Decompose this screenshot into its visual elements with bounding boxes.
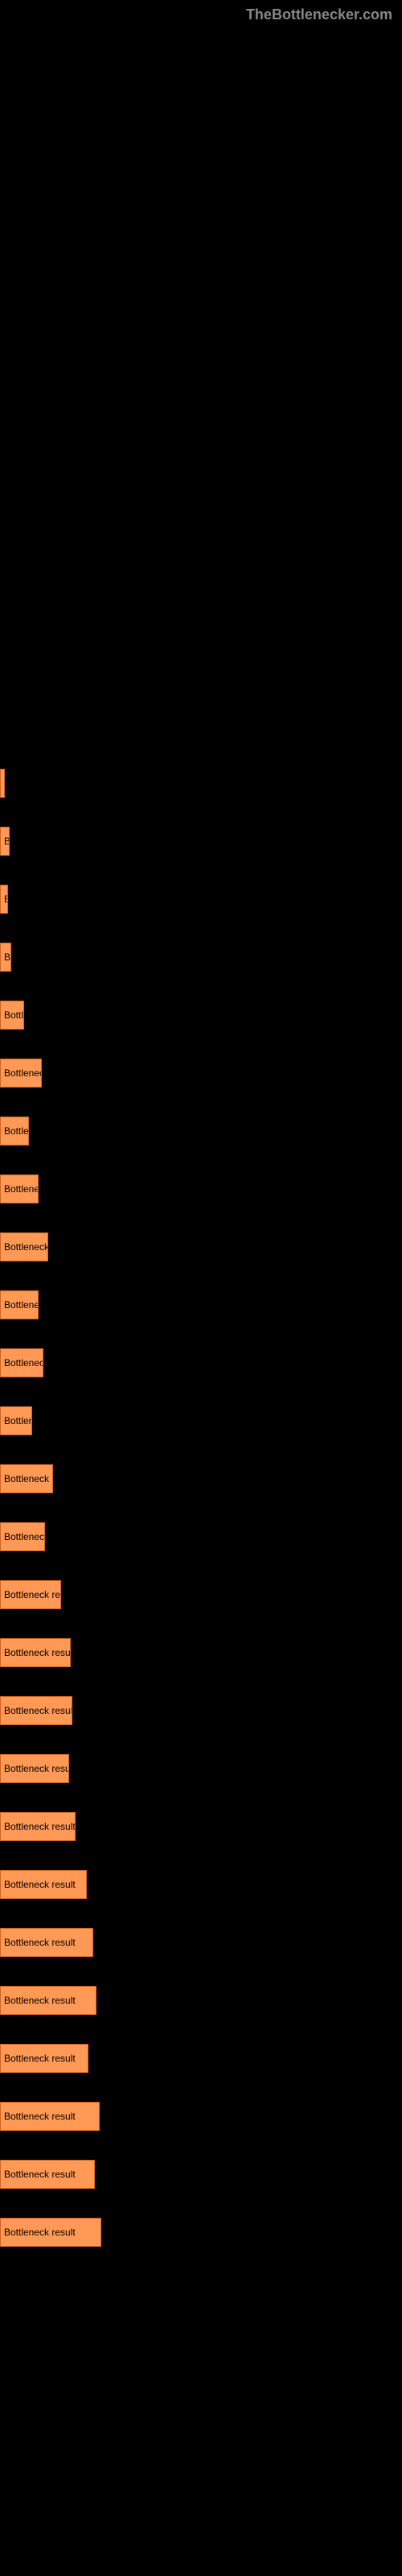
bar: Bottleneck result xyxy=(0,1638,71,1667)
bar-row: Bottleneck result xyxy=(0,1682,402,1740)
bar-label: Bottleneck result xyxy=(4,1473,53,1484)
bar-row: B xyxy=(0,812,402,870)
bar-label: Bottleneck result xyxy=(4,1241,48,1253)
bar-label: Bottleneck result xyxy=(4,1647,71,1658)
bar-label: Bo xyxy=(4,952,11,963)
bar-row: Bottleneck result xyxy=(0,1798,402,1856)
bar-row: Bottleneck result xyxy=(0,1971,402,2029)
header: TheBottlenecker.com xyxy=(0,0,402,30)
bar: B xyxy=(0,827,10,856)
bar-label: Bottleneck re xyxy=(4,1183,39,1195)
bar-row: Bottleneck re xyxy=(0,1160,402,1218)
bar: Bottleneck result xyxy=(0,1928,93,1957)
bar: Bottleneck xyxy=(0,1406,32,1435)
bar-row: Bottleneck result xyxy=(0,1218,402,1276)
bar-row: Bottleneck result xyxy=(0,2203,402,2261)
site-name: TheBottlenecker.com xyxy=(246,6,392,23)
bar-label: Bottleneck res xyxy=(4,1531,45,1542)
bar: Bottleneck result xyxy=(0,2160,95,2189)
chart-area: B B Bo Bottlen Bottleneck r Bottlene Bottlenec… xyxy=(0,30,402,2293)
bar-label: Bottleneck result xyxy=(4,1821,76,1832)
bar: Bottleneck res xyxy=(0,1348,43,1377)
bar: Bottleneck result xyxy=(0,1812,76,1841)
bar-row: Bottleneck xyxy=(0,1392,402,1450)
bar: Bottleneck r xyxy=(0,1059,42,1088)
bar-row: Bottleneck result xyxy=(0,1740,402,1798)
bar-label: B xyxy=(4,894,8,905)
bar-row: Bottleneck re xyxy=(0,1276,402,1334)
bar: Bottlene xyxy=(0,1117,29,1146)
bar: Bottleneck res xyxy=(0,1522,45,1551)
bar-row: Bottleneck result xyxy=(0,1913,402,1971)
bar: Bottleneck result xyxy=(0,2044,88,2073)
bar-label: Bottleneck result xyxy=(4,1763,69,1774)
bar xyxy=(0,769,5,798)
bar-label: Bottleneck xyxy=(4,1415,32,1426)
bar-label: Bottleneck result xyxy=(4,1705,72,1716)
bar-label: Bottleneck result xyxy=(4,1879,76,1890)
bar: Bottleneck result xyxy=(0,1696,72,1725)
bar: Bottleneck re xyxy=(0,1290,39,1319)
bar: Bottleneck result xyxy=(0,1986,96,2015)
bar: Bottleneck result xyxy=(0,1870,87,1899)
bar-label: Bottlen xyxy=(4,1009,24,1021)
bar-label: Bottleneck result xyxy=(4,1995,76,2006)
bar-row: Bottleneck result xyxy=(0,2029,402,2087)
bar-row: Bottlen xyxy=(0,986,402,1044)
bar-label: Bottleneck result xyxy=(4,2227,76,2238)
bar-row: Bottleneck res xyxy=(0,1508,402,1566)
bar-row: Bottleneck result xyxy=(0,1624,402,1682)
bar-label: Bottlene xyxy=(4,1125,29,1137)
bar-label: Bottleneck result xyxy=(4,1937,76,1948)
bar-label: Bottleneck re xyxy=(4,1299,39,1311)
bar-row xyxy=(0,754,402,812)
bar-row: Bottleneck result xyxy=(0,1856,402,1913)
bar: Bottleneck result xyxy=(0,1464,53,1493)
bar: Bottleneck result xyxy=(0,1754,69,1783)
bar-label: Bottleneck res xyxy=(4,1357,43,1368)
bar-label: Bottleneck result xyxy=(4,2111,76,2122)
bar-label: Bottleneck result xyxy=(4,1589,61,1600)
bar-row: Bottlene xyxy=(0,1102,402,1160)
bar-label: Bottleneck result xyxy=(4,2169,76,2180)
bar: Bottlen xyxy=(0,1001,24,1030)
bar-row: Bottleneck result xyxy=(0,2145,402,2203)
bar: Bottleneck result xyxy=(0,2102,100,2131)
bar-row: Bottleneck result xyxy=(0,1450,402,1508)
bar: Bottleneck result xyxy=(0,1580,61,1609)
bar: Bottleneck re xyxy=(0,1174,39,1203)
bar-label: Bottleneck r xyxy=(4,1067,42,1079)
bar: Bo xyxy=(0,943,11,972)
bar: Bottleneck result xyxy=(0,1232,48,1261)
bar-row: Bo xyxy=(0,928,402,986)
bar-row: B xyxy=(0,870,402,928)
bar-row: Bottleneck result xyxy=(0,2087,402,2145)
bar: B xyxy=(0,885,8,914)
bar-label: Bottleneck result xyxy=(4,2053,76,2064)
bar-row: Bottleneck res xyxy=(0,1334,402,1392)
bar-row: Bottleneck result xyxy=(0,1566,402,1624)
bar-label: B xyxy=(4,836,10,847)
bar: Bottleneck result xyxy=(0,2218,101,2247)
bar-row: Bottleneck r xyxy=(0,1044,402,1102)
